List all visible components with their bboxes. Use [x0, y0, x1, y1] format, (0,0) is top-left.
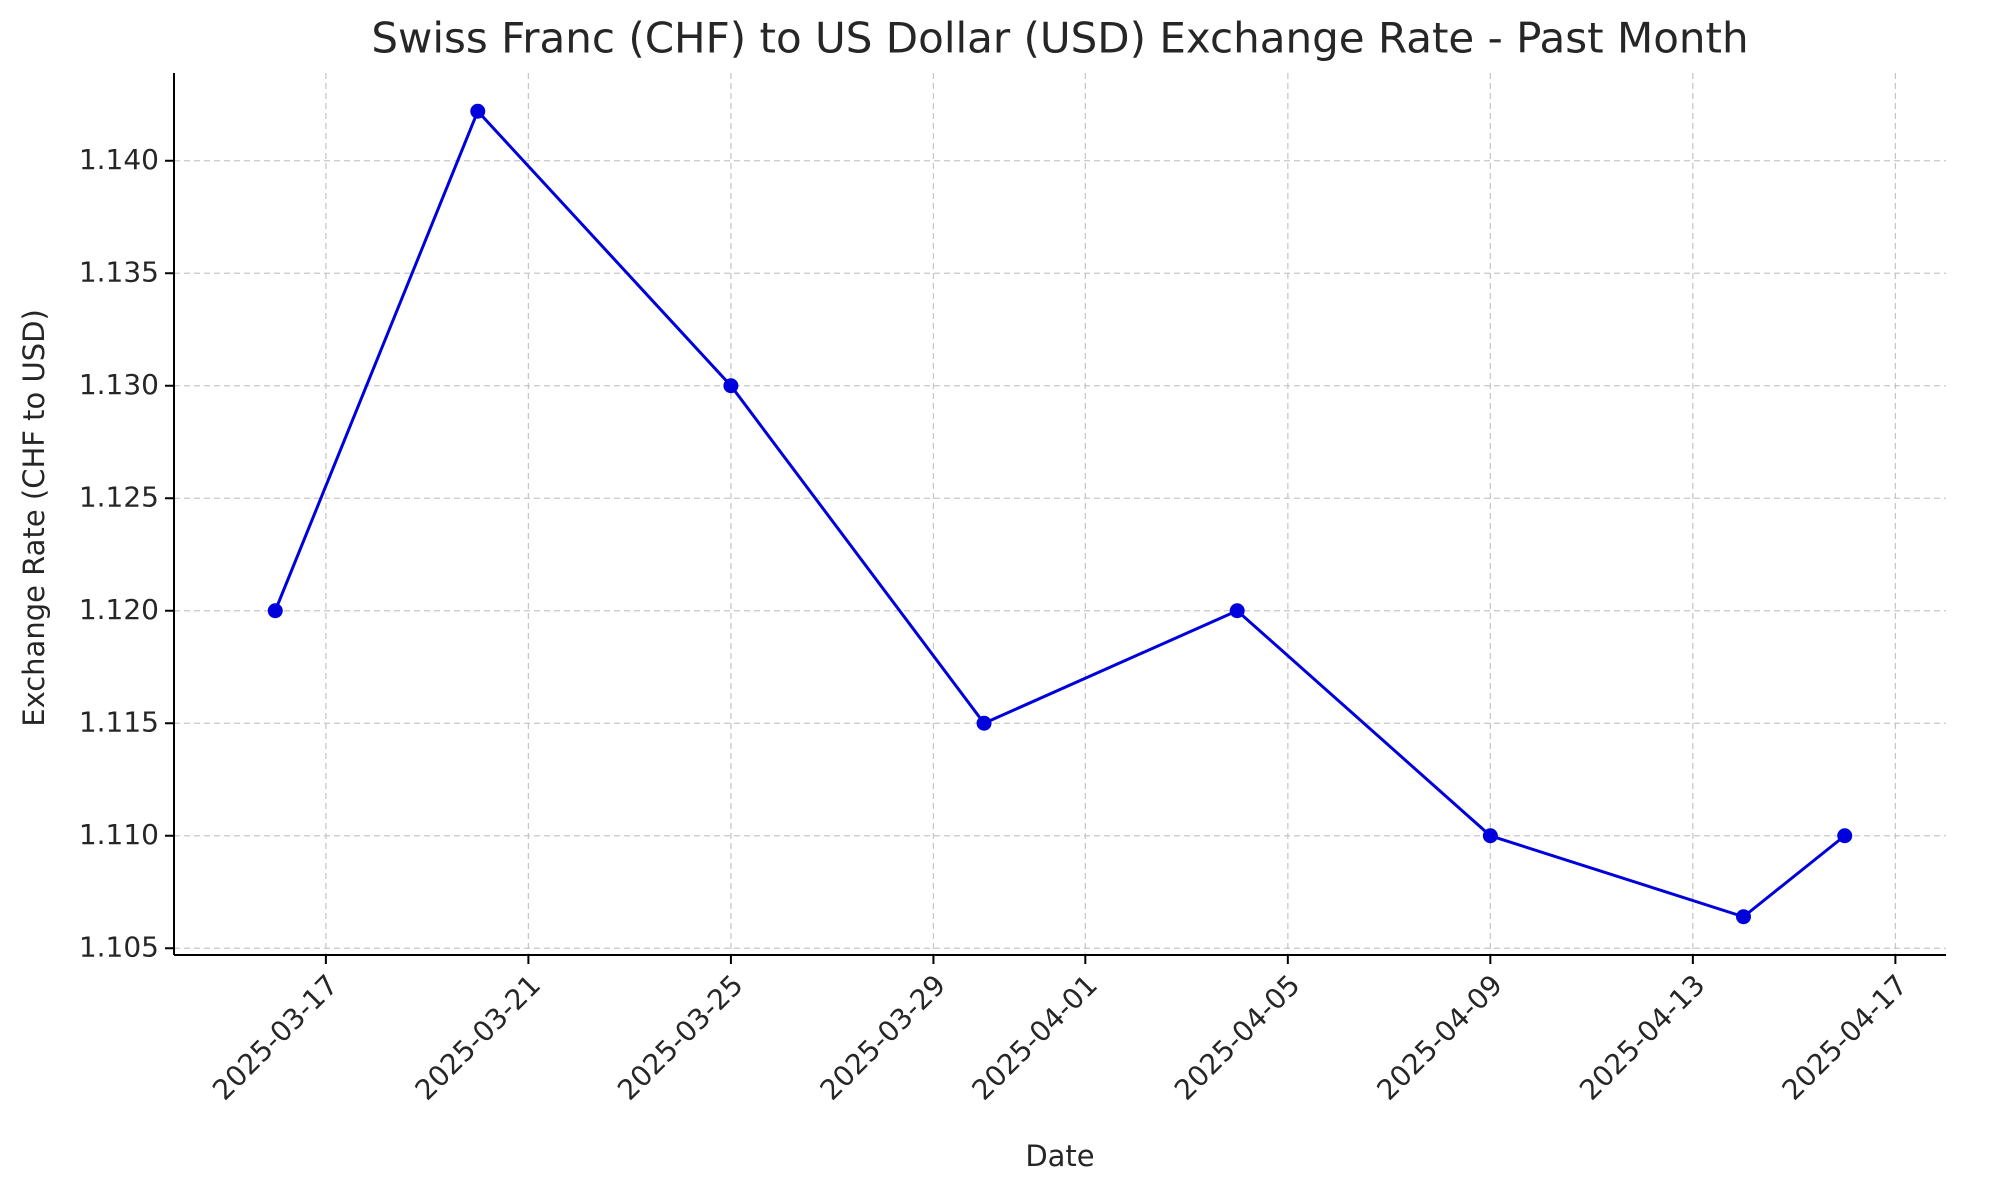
data-point: [1735, 909, 1751, 925]
data-line: [273, 108, 1846, 919]
y-axis-label: Exchange Rate (CHF to USD): [17, 309, 51, 727]
y-tick-label: 1.125: [79, 480, 159, 513]
data-point: [470, 103, 486, 119]
y-tick-label: 1.110: [79, 818, 159, 851]
y-tick-label: 1.140: [79, 143, 159, 176]
y-tick-label: 1.115: [79, 705, 159, 738]
x-tick-label: 2025-04-01: [966, 968, 1104, 1106]
x-tick-label: 2025-03-17: [206, 968, 344, 1106]
x-axis-label: Date: [1025, 1139, 1094, 1173]
y-tick-label: 1.105: [79, 930, 159, 963]
x-tick-label: 2025-03-25: [611, 968, 749, 1106]
data-point: [1482, 828, 1498, 844]
y-tick-label: 1.135: [79, 255, 159, 288]
x-tick-label: 2025-04-13: [1573, 968, 1711, 1106]
x-tick-label: 2025-04-09: [1371, 968, 1509, 1106]
data-point: [976, 715, 992, 731]
x-tick-label: 2025-04-17: [1776, 968, 1914, 1106]
data-point: [1229, 603, 1245, 619]
x-tick-label: 2025-03-21: [409, 968, 547, 1106]
data-point: [723, 378, 739, 394]
x-tick-label: 2025-03-29: [814, 968, 952, 1106]
y-tick-label: 1.130: [79, 368, 159, 401]
y-tick-label: 1.120: [79, 593, 159, 626]
data-point: [1837, 828, 1853, 844]
data-point: [267, 603, 283, 619]
chart-title: Swiss Franc (CHF) to US Dollar (USD) Exc…: [371, 14, 1748, 63]
x-tick-label: 2025-04-05: [1168, 968, 1306, 1106]
